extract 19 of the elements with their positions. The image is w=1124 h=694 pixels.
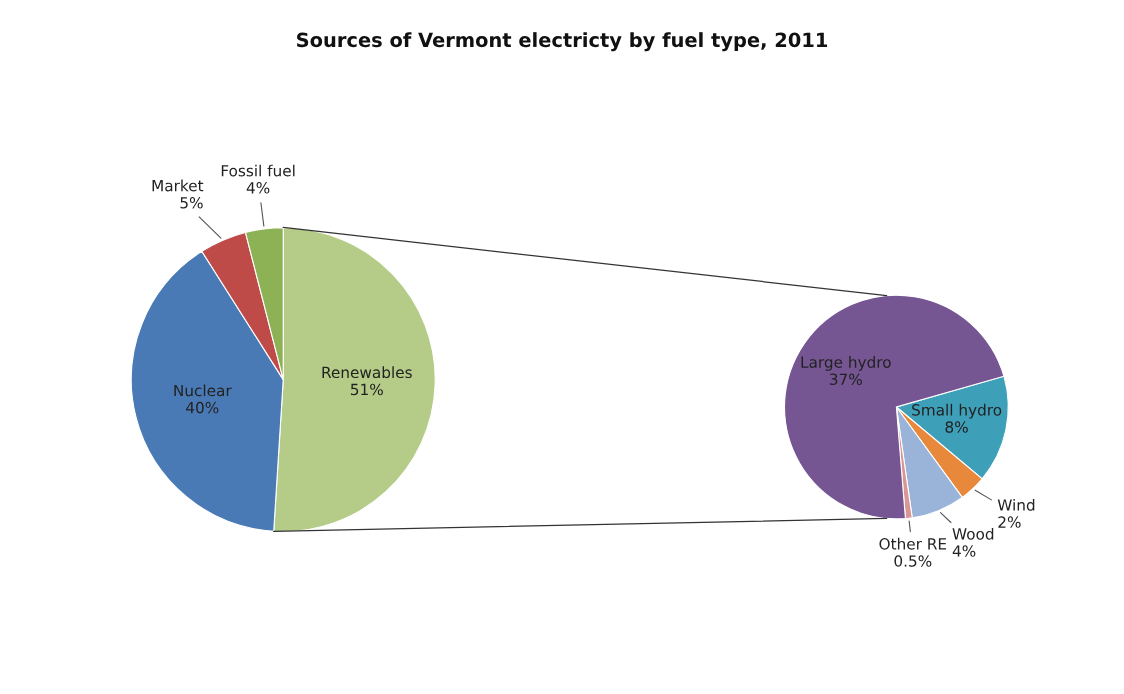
data-label: 40%	[186, 401, 219, 414]
data-label: 37%	[829, 373, 862, 386]
slice-label: Other RE	[879, 537, 947, 550]
slice-label: Large hydro	[801, 356, 891, 371]
slice-label: Wind	[997, 498, 1035, 511]
data-label: 5%	[180, 196, 203, 209]
slice-label: Fossil fuel	[221, 164, 295, 177]
slice-label: Small hydro	[912, 403, 1002, 419]
text: Sources of Vermont electricty by fuel type, 2011	[297, 32, 828, 52]
slice-label: Nuclear	[174, 384, 232, 397]
data-label: 51%	[350, 383, 383, 396]
data-label: 0.5%	[894, 555, 932, 567]
data-label: 2%	[998, 516, 1021, 528]
slice-label: Market	[152, 179, 204, 192]
slice-label: Renewables	[322, 366, 412, 379]
slice-label: Wood	[952, 527, 994, 540]
data-label: 4%	[952, 545, 976, 557]
data-label: 8%	[945, 421, 968, 433]
data-label: 4%	[246, 182, 270, 194]
